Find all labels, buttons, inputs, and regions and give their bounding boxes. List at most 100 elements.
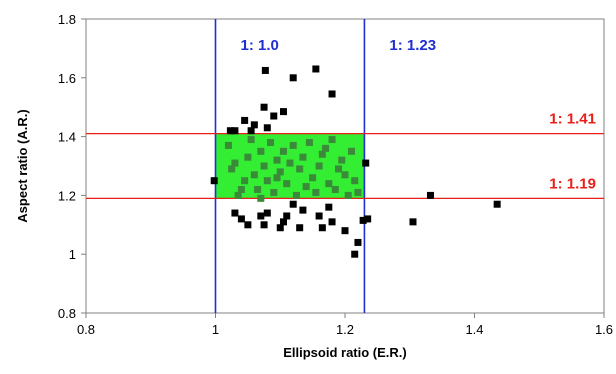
data-point (302, 183, 310, 191)
data-point (247, 127, 255, 135)
data-point (270, 188, 278, 196)
data-point (354, 188, 362, 196)
data-point (263, 124, 271, 132)
data-point (351, 250, 359, 258)
data-point (260, 103, 268, 111)
data-point (305, 138, 313, 146)
data-point (289, 141, 297, 149)
data-point (260, 221, 268, 229)
data-point (315, 212, 323, 220)
x-tick-label: 1.2 (336, 322, 354, 337)
data-point (237, 186, 245, 194)
x-tick-label: 1.6 (595, 322, 613, 337)
data-point (241, 116, 249, 124)
data-point (231, 209, 239, 217)
data-point (254, 186, 262, 194)
data-point (224, 141, 232, 149)
data-point (226, 127, 234, 135)
data-point (283, 180, 291, 188)
data-point (270, 112, 278, 120)
data-point (279, 147, 287, 155)
data-point (299, 206, 307, 214)
data-point (409, 218, 417, 226)
data-point (228, 165, 236, 173)
y-tick-label: 1.6 (58, 71, 76, 86)
data-point (328, 218, 336, 226)
data-point (283, 212, 291, 220)
vertical-line-label-0: 1: 1.0 (241, 37, 279, 54)
data-point (241, 177, 249, 185)
data-point (289, 74, 297, 82)
data-point (237, 215, 245, 223)
data-point (364, 215, 372, 223)
y-axis-title: Aspect ratio (A.R.) (15, 109, 30, 222)
x-tick-label: 1.4 (465, 322, 483, 337)
data-point (328, 90, 336, 98)
data-point (325, 203, 333, 211)
data-point (426, 191, 434, 199)
data-point (359, 216, 367, 224)
data-point (231, 127, 239, 135)
data-point (273, 156, 281, 164)
data-point (493, 200, 501, 208)
data-point (315, 162, 323, 170)
data-point (257, 194, 265, 202)
data-point (273, 174, 281, 182)
data-point (263, 209, 271, 217)
data-point (354, 238, 362, 246)
data-point (250, 171, 258, 179)
data-point (257, 147, 265, 155)
data-point (335, 165, 343, 173)
data-point (289, 200, 297, 208)
data-point (276, 224, 284, 232)
x-tick-label: 1 (212, 322, 219, 337)
data-point (351, 177, 359, 185)
data-point (286, 159, 294, 167)
x-axis-title: Ellipsoid ratio (E.R.) (283, 345, 407, 360)
x-tick-label: 0.8 (77, 322, 95, 337)
data-point (338, 156, 346, 164)
data-point (331, 186, 339, 194)
data-point (325, 180, 333, 188)
data-point (341, 171, 349, 179)
y-tick-label: 1.4 (58, 130, 76, 145)
data-point (318, 150, 326, 158)
data-point (244, 153, 252, 161)
data-point (250, 121, 258, 129)
data-point (312, 65, 320, 73)
y-tick-label: 0.8 (58, 306, 76, 321)
data-point (279, 108, 287, 116)
data-point (347, 147, 355, 155)
vertical-line-label-1: 1: 1.23 (389, 37, 436, 54)
data-point (312, 188, 320, 196)
y-tick-label: 1.2 (58, 188, 76, 203)
data-point (341, 227, 349, 235)
data-point (257, 212, 265, 220)
data-point (267, 138, 275, 146)
horizontal-line-label-1: 1: 1.19 (549, 175, 596, 192)
data-point (276, 168, 284, 176)
data-point (210, 177, 218, 185)
data-point (234, 191, 242, 199)
data-point (244, 221, 252, 229)
horizontal-line-label-0: 1: 1.41 (549, 111, 596, 128)
data-point (362, 159, 370, 167)
data-point (318, 224, 326, 232)
data-point (231, 159, 239, 167)
data-point (263, 177, 271, 185)
data-point (260, 162, 268, 170)
data-point (247, 136, 255, 144)
y-tick-label: 1 (69, 247, 76, 262)
data-point (279, 218, 287, 226)
data-point (299, 153, 307, 161)
data-point (344, 191, 352, 199)
data-point (296, 224, 304, 232)
data-point (309, 174, 317, 182)
data-point (292, 191, 300, 199)
data-point (296, 165, 304, 173)
data-point (261, 66, 269, 74)
data-point (322, 144, 330, 152)
y-tick-label: 1.8 (58, 12, 76, 27)
